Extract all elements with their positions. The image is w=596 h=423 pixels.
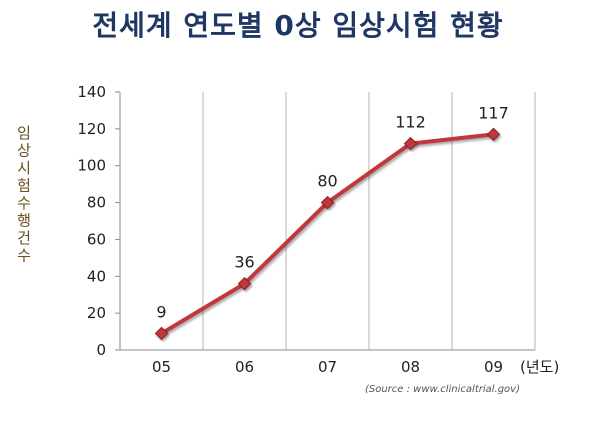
data-series [154,127,501,341]
y-tick-label: 140 [77,83,106,101]
data-label: 80 [317,172,337,191]
chart-title: 전세계 연도별 0상 임상시험 현황 [92,9,504,42]
y-axis-label-char: 행 [17,212,31,230]
x-tick-label: 08 [401,358,420,376]
x-tick-label: 09 [484,358,503,376]
x-tick-label: 05 [152,358,171,376]
data-point-marker [403,136,418,151]
y-tick-label: 80 [87,194,106,212]
y-axis-label-char: 건 [17,229,31,247]
x-tick-labels: 05 06 07 08 09 [152,358,503,376]
data-labels: 9 36 80 112 117 [156,103,508,321]
y-axis-label-char: 상 [17,142,31,160]
y-axis-label-char: 시 [17,159,31,177]
y-tick-label: 0 [96,341,106,359]
y-tick-label: 60 [87,230,106,248]
series-line [159,132,496,336]
data-point-marker [320,195,335,210]
data-point-marker [154,326,169,341]
axes [115,91,535,351]
grid-lines [202,92,536,350]
data-point-marker [486,127,501,142]
y-axis-label-char: 험 [17,177,31,195]
data-label: 112 [395,113,426,132]
y-tick-labels: 0 20 40 60 80 100 120 140 [77,83,106,359]
y-tick-label: 120 [77,120,106,138]
y-tick-label: 100 [77,157,106,175]
x-tick-label: 07 [318,358,337,376]
data-label: 36 [234,253,254,272]
x-axis-unit-label: (년도) [520,358,559,376]
data-label: 9 [156,302,166,321]
y-axis-label-char: 수 [17,194,31,212]
data-point-marker [237,276,252,291]
y-tick-label: 20 [87,304,106,322]
y-axis-label-char: 임 [17,124,31,142]
y-tick-label: 40 [87,267,106,285]
y-axis-label-char: 수 [17,247,31,265]
source-note: (Source : www.clinicaltrial.gov) [365,384,520,395]
data-label: 117 [478,103,509,122]
x-tick-label: 06 [235,358,254,376]
